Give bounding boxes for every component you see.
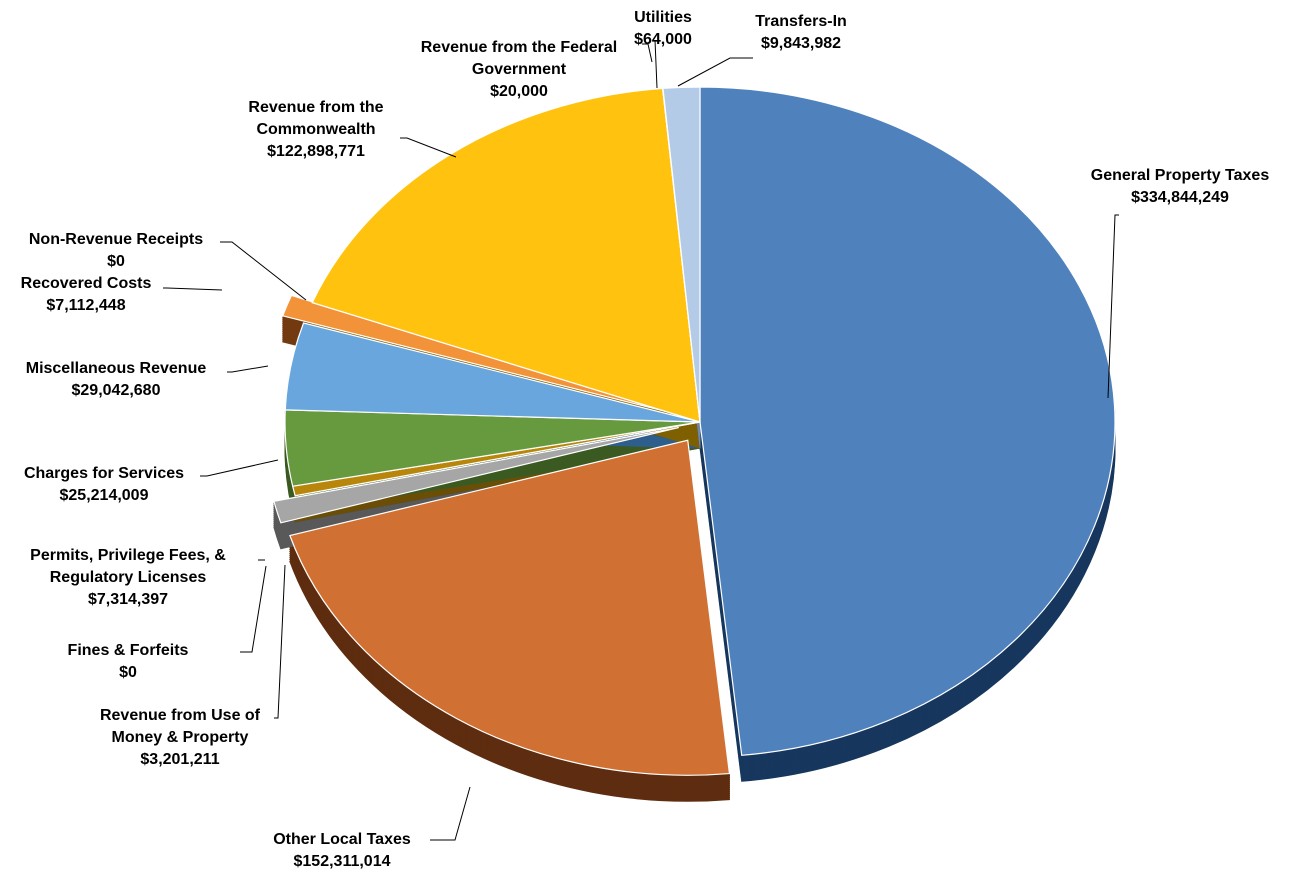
data-label-line: Miscellaneous Revenue (26, 360, 207, 377)
leader-line (654, 39, 658, 89)
data-label-line: Recovered Costs (21, 275, 152, 292)
leader-line (642, 43, 653, 63)
data-label-line: Revenue from the Federal (421, 39, 618, 56)
data-label-line: $9,843,982 (761, 35, 841, 52)
data-label: Charges for Services $25,214,009 (24, 465, 184, 504)
leader-line (200, 459, 279, 477)
data-label: Revenue from the Federal Government $20,00… (421, 39, 618, 100)
leader-line (430, 786, 471, 841)
data-label: Other Local Taxes $152,311,014 (273, 831, 411, 870)
data-label: Revenue from the Commonwealth $122,898,771 (248, 99, 383, 160)
leader-line (240, 565, 267, 653)
slice-general-property-taxes[interactable] (699, 86, 1116, 756)
data-label: Transfers-In $9,843,982 (755, 13, 847, 52)
slice-transfers-in[interactable] (662, 86, 701, 423)
data-label-line: $0 (107, 253, 125, 270)
data-label-line: $7,112,448 (46, 297, 125, 314)
data-label-line: Charges for Services (24, 465, 184, 482)
data-label-line: General Property Taxes (1091, 167, 1270, 184)
leader-line (274, 564, 286, 719)
leader-line (400, 137, 457, 158)
data-label-line: $7,314,397 (88, 591, 168, 608)
leader-line (227, 365, 269, 373)
slice-other-local-taxes[interactable] (289, 439, 731, 776)
data-label-line: Money & Property (112, 729, 249, 746)
data-label-line: Regulatory Licenses (50, 569, 207, 586)
pie-top-layer (273, 86, 1116, 776)
leader-line (163, 287, 223, 291)
slice-miscellaneous-revenue[interactable] (284, 322, 701, 423)
data-label-line: Transfers-In (755, 13, 847, 30)
data-label: Non-Revenue Receipts $0 (29, 231, 203, 270)
data-label-line: $122,898,771 (267, 143, 365, 160)
leader-line (220, 241, 307, 301)
data-label-line: Fines & Forfeits (68, 642, 189, 659)
data-label: Recovered Costs $7,112,448 (21, 275, 152, 314)
data-label: General Property Taxes $334,844,249 (1091, 167, 1270, 206)
data-label-line: Revenue from Use of (100, 707, 261, 724)
data-label-line: $152,311,014 (294, 853, 391, 870)
slice-permits-privilege-fees-regulatory-licenses[interactable] (273, 426, 679, 524)
leader-line (677, 57, 753, 87)
data-labels: General Property Taxes $334,844,249 Other … (21, 9, 1270, 870)
data-label-line: $0 (119, 664, 137, 681)
data-label-line: Commonwealth (256, 121, 375, 138)
data-label-line: $3,201,211 (140, 751, 219, 768)
data-label: Utilities $64,000 (634, 9, 692, 48)
data-label-line: Government (472, 61, 567, 78)
data-label-line: Non-Revenue Receipts (29, 231, 203, 248)
data-label: Permits, Privilege Fees, & Regulatory Lic… (30, 547, 226, 608)
data-label-line: Other Local Taxes (273, 831, 411, 848)
data-label-line: Permits, Privilege Fees, & (30, 547, 226, 564)
data-label-line: $334,844,249 (1131, 189, 1229, 206)
data-label-line: Utilities (634, 9, 692, 26)
data-label: Miscellaneous Revenue $29,042,680 (26, 360, 207, 399)
data-label-line: $20,000 (490, 83, 548, 100)
leader-lines (163, 39, 1119, 841)
data-label: Revenue from Use of Money & Property $3,20… (100, 707, 261, 768)
data-label-line: $25,214,009 (60, 487, 149, 504)
data-label-line: $64,000 (634, 31, 692, 48)
data-label-line: Revenue from the (248, 99, 383, 116)
data-label-line: $29,042,680 (72, 382, 161, 399)
leader-line (1107, 214, 1119, 399)
data-label: Fines & Forfeits $0 (68, 642, 189, 681)
